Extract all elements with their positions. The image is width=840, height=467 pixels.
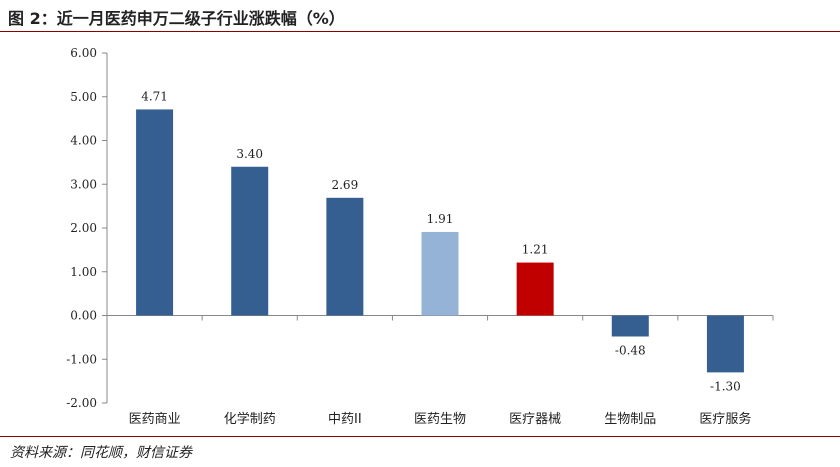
y-tick-label: 3.00 [70, 177, 97, 191]
y-tick-label: 4.00 [70, 134, 97, 148]
bar-chart: 6.00 5.00 4.00 3.00 2.00 1.00 0.00 -1.00 -2.00 4… [66, 46, 774, 427]
data-label: 3.40 [236, 147, 263, 161]
data-label: -1.30 [710, 379, 741, 393]
bar [136, 109, 174, 316]
category-label: 医疗器械 [509, 412, 561, 427]
y-tick-label: -2.00 [66, 396, 97, 410]
category-label: 医疗服务 [699, 411, 751, 427]
chart-title: 图 2：近一月医药申万二级子行业涨跌幅（%） [8, 9, 345, 28]
bar [706, 315, 744, 373]
y-tick-label: 1.00 [70, 265, 97, 279]
bar [516, 262, 554, 316]
y-tick-label: 0.00 [70, 309, 97, 323]
chart-axes: 6.00 5.00 4.00 3.00 2.00 1.00 0.00 -1.00 -2.00 [66, 46, 774, 410]
data-label: 1.21 [522, 243, 549, 257]
y-tick-label: -1.00 [66, 352, 97, 366]
data-label: 2.69 [331, 178, 358, 192]
y-tick-label: 5.00 [70, 90, 97, 104]
data-label: 1.91 [427, 212, 454, 226]
bar [611, 315, 649, 337]
footer-divider [0, 436, 840, 437]
bar [326, 197, 364, 316]
chart-bars [136, 109, 744, 373]
data-label: 4.71 [141, 89, 168, 103]
bar [231, 166, 269, 316]
source-note: 资料来源：同花顺，财信证券 [10, 445, 192, 461]
category-label: 医药商业 [129, 412, 181, 427]
y-tick-label: 2.00 [70, 221, 97, 235]
data-label: -0.48 [615, 344, 646, 358]
chart-labels: 4.71 医药商业 3.40 化学制药 2.69 中药II 1.91 医药生物 1.21 医疗器械… [129, 89, 752, 427]
category-label: 生物制品 [604, 412, 656, 427]
bar [421, 231, 459, 316]
category-label: 中药II [328, 412, 362, 427]
category-label: 化学制药 [224, 411, 276, 427]
category-label: 医药生物 [414, 412, 466, 427]
y-tick-label: 6.00 [70, 46, 97, 60]
title-bar: 图 2：近一月医药申万二级子行业涨跌幅（%） [0, 0, 840, 32]
